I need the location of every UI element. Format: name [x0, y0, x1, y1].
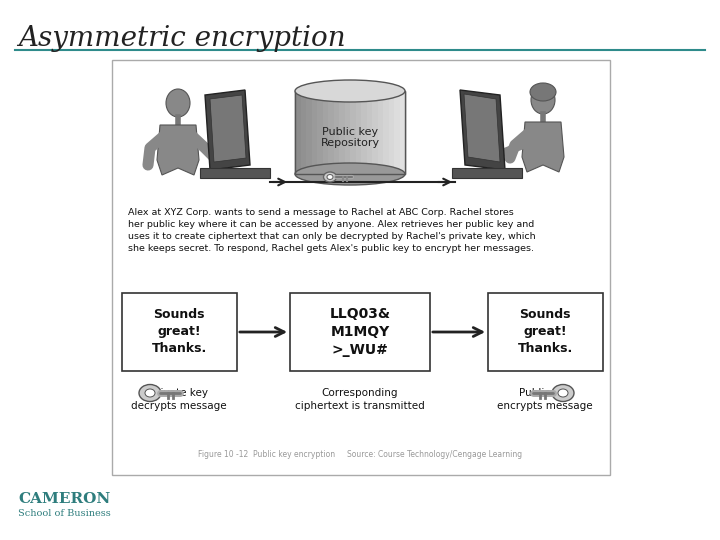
- FancyBboxPatch shape: [295, 91, 405, 174]
- FancyBboxPatch shape: [306, 91, 312, 174]
- Ellipse shape: [295, 163, 405, 185]
- Polygon shape: [157, 125, 199, 175]
- Ellipse shape: [552, 384, 574, 402]
- Ellipse shape: [530, 83, 556, 101]
- Ellipse shape: [327, 174, 333, 179]
- Polygon shape: [210, 95, 246, 162]
- Polygon shape: [460, 90, 505, 170]
- Text: School of Business: School of Business: [18, 509, 111, 518]
- FancyBboxPatch shape: [344, 91, 350, 174]
- FancyBboxPatch shape: [122, 293, 237, 371]
- FancyBboxPatch shape: [356, 91, 361, 174]
- Polygon shape: [464, 94, 500, 162]
- Text: LLQ03&
M1MQY
>_WU#: LLQ03& M1MQY >_WU#: [330, 307, 390, 357]
- FancyBboxPatch shape: [377, 91, 383, 174]
- FancyBboxPatch shape: [339, 91, 344, 174]
- Text: Asymmetric encryption: Asymmetric encryption: [18, 25, 346, 52]
- FancyBboxPatch shape: [295, 91, 300, 174]
- FancyBboxPatch shape: [452, 168, 522, 178]
- Text: Sounds
great!
Thanks.: Sounds great! Thanks.: [518, 308, 572, 355]
- FancyBboxPatch shape: [389, 91, 394, 174]
- FancyBboxPatch shape: [200, 168, 270, 178]
- FancyBboxPatch shape: [400, 91, 405, 174]
- FancyBboxPatch shape: [323, 91, 328, 174]
- Ellipse shape: [558, 389, 568, 397]
- FancyBboxPatch shape: [394, 91, 400, 174]
- Ellipse shape: [139, 384, 161, 402]
- Text: Corresponding
ciphertext is transmitted: Corresponding ciphertext is transmitted: [295, 388, 425, 411]
- Polygon shape: [205, 90, 250, 170]
- FancyBboxPatch shape: [383, 91, 389, 174]
- FancyBboxPatch shape: [366, 91, 372, 174]
- Polygon shape: [522, 122, 564, 172]
- FancyBboxPatch shape: [350, 91, 356, 174]
- Text: Figure 10 -12  Public key encryption     Source: Course Technology/Cengage Learn: Figure 10 -12 Public key encryption Sour…: [198, 450, 522, 459]
- FancyBboxPatch shape: [112, 60, 610, 475]
- FancyBboxPatch shape: [488, 293, 603, 371]
- FancyBboxPatch shape: [300, 91, 306, 174]
- Ellipse shape: [145, 389, 155, 397]
- Ellipse shape: [323, 172, 336, 182]
- Ellipse shape: [166, 89, 190, 117]
- FancyBboxPatch shape: [361, 91, 366, 174]
- FancyBboxPatch shape: [328, 91, 333, 174]
- FancyBboxPatch shape: [317, 91, 323, 174]
- Text: Private key
decrypts message: Private key decrypts message: [131, 388, 227, 411]
- Text: Sounds
great!
Thanks.: Sounds great! Thanks.: [151, 308, 207, 355]
- Ellipse shape: [531, 86, 555, 114]
- FancyBboxPatch shape: [290, 293, 430, 371]
- FancyBboxPatch shape: [333, 91, 339, 174]
- Text: CAMERON: CAMERON: [18, 492, 110, 506]
- Text: Public key
encrypts message: Public key encrypts message: [498, 388, 593, 411]
- FancyBboxPatch shape: [312, 91, 317, 174]
- Text: Alex at XYZ Corp. wants to send a message to Rachel at ABC Corp. Rachel stores
h: Alex at XYZ Corp. wants to send a messag…: [128, 208, 536, 253]
- Text: Public key
Repository: Public key Repository: [320, 127, 379, 148]
- FancyBboxPatch shape: [372, 91, 377, 174]
- Ellipse shape: [295, 80, 405, 102]
